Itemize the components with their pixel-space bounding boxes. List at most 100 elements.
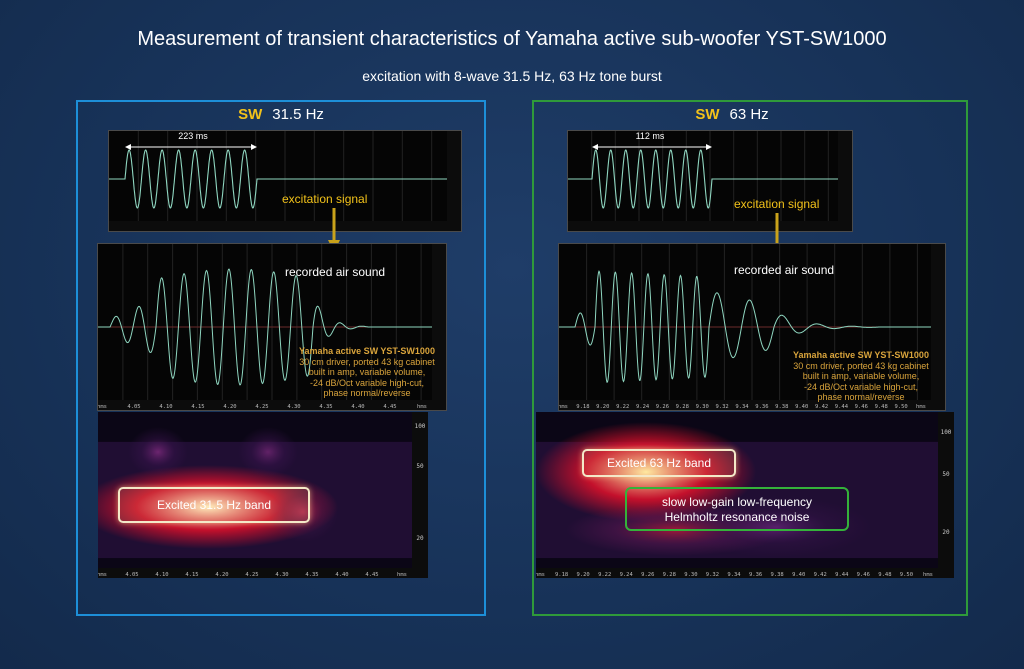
time-tick-label: 4.30 (287, 404, 300, 410)
time-tick-label: 9.22 (616, 404, 629, 410)
panel-63hz-label: SW 63 Hz (695, 106, 769, 123)
time-tick-label: 9.50 (894, 404, 907, 410)
recorded-waveform-31hz: hms 4.05 4.10 4.15 4.20 4.25 4.30 4.35 4.40 4.45 h… (97, 244, 446, 410)
time-tick-label: 9.38 (770, 572, 783, 578)
time-tick-label: 9.22 (598, 572, 611, 578)
spectral-energy-region (78, 465, 338, 549)
time-tick-label: 9.32 (706, 572, 719, 578)
spectral-energy-region (238, 427, 298, 477)
spectral-energy-region (268, 482, 338, 542)
excitation-trace (109, 149, 447, 209)
time-tick-label: 4.20 (215, 572, 228, 578)
frequency-axis-strip (938, 412, 954, 568)
frequency-tick-label: 50 (942, 471, 950, 478)
time-tick-label: 4.05 (125, 572, 138, 578)
time-tick-label: 9.26 (641, 572, 654, 578)
time-tick-label: 9.36 (749, 572, 762, 578)
time-tick-label: 4.05 (127, 404, 140, 410)
panel-31hz-frame (76, 100, 486, 616)
time-tick-label: hms (98, 404, 107, 410)
time-tick-label: 9.34 (727, 572, 741, 578)
excitation-label-31hz: excitation signal (282, 192, 368, 206)
time-tick-label: hms (417, 404, 427, 410)
excitation-scope-63hz (567, 130, 853, 232)
time-tick-label: 9.48 (875, 404, 888, 410)
recorded-label-31hz: recorded air sound (285, 265, 386, 279)
time-tick-label: 9.42 (815, 404, 828, 410)
time-tick-label: 4.35 (319, 404, 332, 410)
spectral-energy-region (681, 497, 871, 557)
recorded-scope-31hz: hms 4.05 4.10 4.15 4.20 4.25 4.30 4.35 4.40 4.45 h… (97, 243, 447, 411)
time-tick-label: hms (923, 572, 933, 578)
level-axis-strip (838, 131, 852, 231)
time-tick-label: 9.36 (755, 404, 768, 410)
time-tick-label: 4.15 (185, 572, 198, 578)
time-tick-label: hms (559, 404, 568, 410)
frequency-tick-label: 100 (415, 423, 426, 430)
time-tick-label: 9.46 (855, 404, 868, 410)
recorded-trace (98, 268, 432, 386)
time-axis-strip (98, 568, 428, 578)
recorded-waveform-63hz: hms 9.18 9.20 9.22 9.24 9.26 9.28 9.30 9.32 9.34 9… (558, 244, 945, 410)
time-tick-label: 9.44 (835, 572, 849, 578)
burst-duration-31hz: 223 ms (178, 131, 208, 141)
time-tick-label: 9.46 (857, 572, 870, 578)
duration-arrowhead (706, 144, 712, 150)
time-tick-label: 4.35 (305, 572, 318, 578)
spectral-energy-region (128, 427, 188, 477)
time-tick-label: 9.28 (676, 404, 689, 410)
level-axis-strip (931, 244, 945, 410)
page-subtitle: excitation with 8-wave 31.5 Hz, 63 Hz to… (362, 68, 662, 84)
time-tick-label: 4.15 (191, 404, 204, 410)
time-tick-label: 4.45 (383, 404, 396, 410)
time-tick-label: 9.32 (715, 404, 728, 410)
time-tick-label: 9.20 (596, 404, 609, 410)
time-tick-label: 4.40 (335, 572, 348, 578)
recorded-label-63hz: recorded air sound (734, 263, 835, 277)
device-note-31hz: Yamaha active SW YST-SW1000 30 cm driver… (299, 346, 435, 398)
excitation-trace (568, 149, 838, 209)
time-tick-label: hms (98, 572, 107, 578)
time-axis-strip (536, 568, 954, 578)
time-tick-label: hms (397, 572, 407, 578)
time-tick-label: hms (536, 572, 545, 578)
time-tick-label: 4.10 (155, 572, 168, 578)
duration-arrowhead (592, 144, 598, 150)
time-tick-label: 4.40 (351, 404, 364, 410)
frequency-tick-label: 100 (941, 429, 952, 436)
time-tick-label: 9.18 (555, 572, 568, 578)
time-axis-strip (568, 221, 852, 231)
excitation-waveform-63hz (568, 131, 852, 231)
time-tick-label: 4.30 (275, 572, 288, 578)
time-tick-label: 9.40 (792, 572, 805, 578)
frequency-tick-label: 50 (416, 463, 424, 470)
excitation-scope-31hz (108, 130, 462, 232)
time-axis-strip (109, 221, 461, 231)
excitation-waveform-31hz (109, 131, 461, 231)
excitation-label-63hz: excitation signal (734, 197, 820, 211)
time-tick-label: 4.45 (365, 572, 378, 578)
recorded-scope-63hz: hms 9.18 9.20 9.22 9.24 9.26 9.28 9.30 9.32 9.34 9… (558, 243, 946, 411)
page-title: Measurement of transient characteristics… (137, 28, 887, 50)
time-tick-label: 4.20 (223, 404, 236, 410)
level-axis-strip (447, 131, 461, 231)
panel-31hz-label: SW 31.5 Hz (238, 106, 324, 123)
time-tick-label: 9.34 (735, 404, 749, 410)
duration-arrowhead (251, 144, 257, 150)
device-note-63hz: Yamaha active SW YST-SW1000 30 cm driver… (793, 350, 929, 402)
time-tick-label: 9.44 (835, 404, 849, 410)
spectrogram-31hz: hms 4.05 4.10 4.15 4.20 4.25 4.30 4.35 4.40 4.45 h… (78, 412, 428, 578)
excited-band-box-31hz: Excited 31.5 Hz band (118, 487, 310, 523)
time-tick-label: 9.30 (684, 572, 697, 578)
resonance-noise-box-63hz: slow low-gain low-frequency Helmholtz re… (625, 487, 849, 531)
time-tick-label: 9.18 (576, 404, 589, 410)
burst-duration-63hz: 112 ms (635, 131, 665, 141)
time-tick-label: 4.25 (245, 572, 258, 578)
time-tick-label: 9.50 (900, 572, 913, 578)
spectrogram-63hz: hms 9.18 9.20 9.22 9.24 9.26 9.28 9.30 9.32 9.34 9… (535, 412, 954, 578)
spectrogram-graphic-31hz: hms 4.05 4.10 4.15 4.20 4.25 4.30 4.35 4.40 4.45 h… (78, 412, 428, 578)
time-tick-label: 9.48 (878, 572, 891, 578)
time-tick-label: 9.24 (636, 404, 650, 410)
level-axis-strip (432, 244, 446, 410)
panel-63hz-frame (532, 100, 968, 616)
